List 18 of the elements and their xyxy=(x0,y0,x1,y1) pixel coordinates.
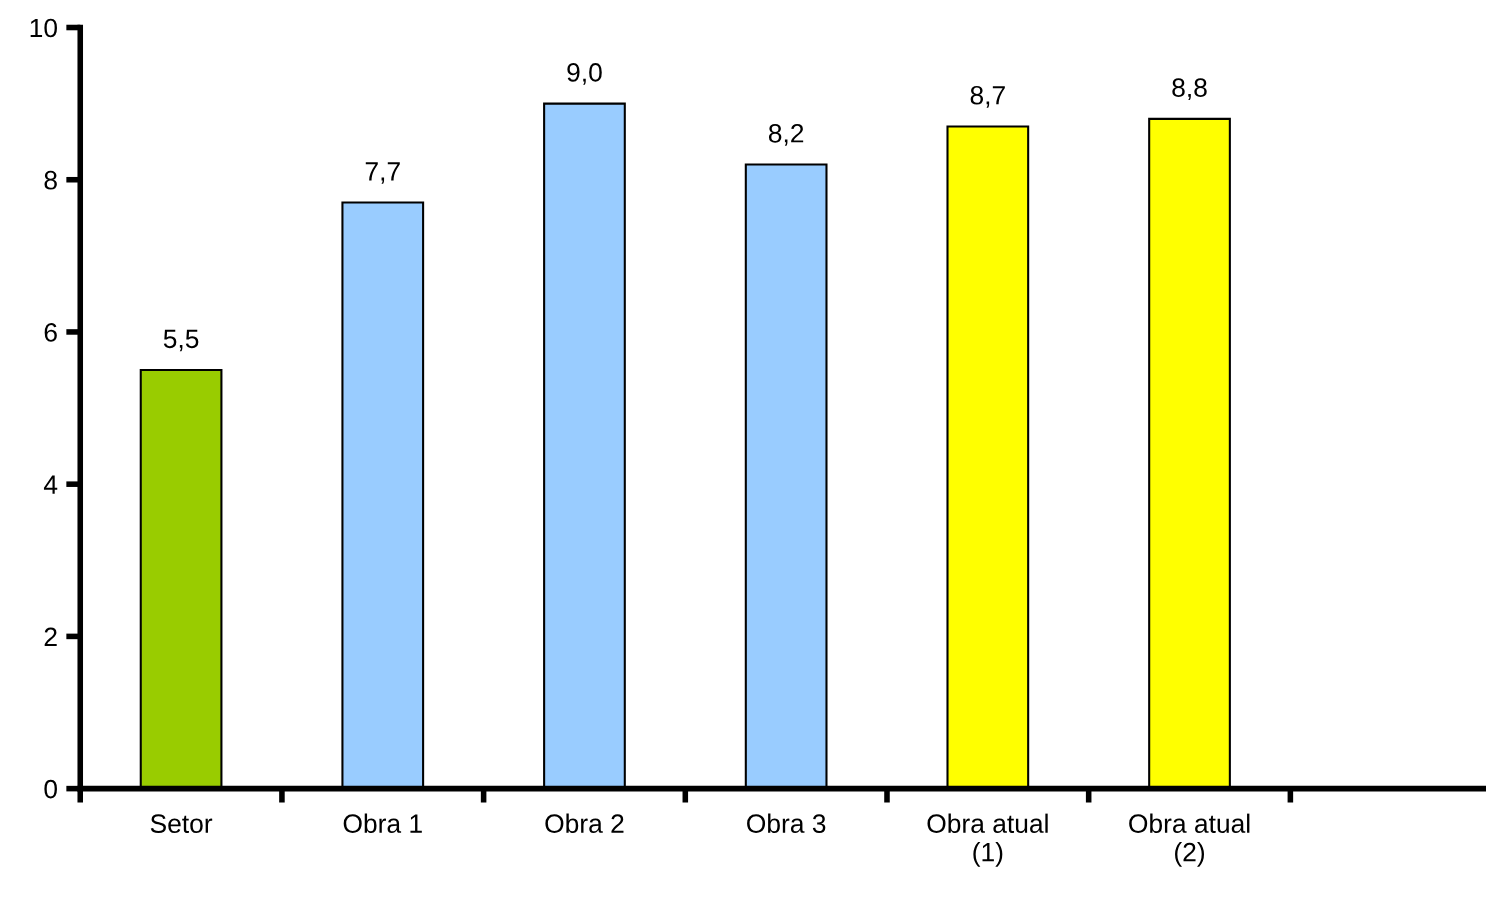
y-tick-label: 0 xyxy=(44,779,57,799)
data-label: 5,5 xyxy=(163,329,199,352)
x-tick-label: Setor xyxy=(150,814,213,833)
y-tick-label: 8 xyxy=(44,170,57,190)
data-label: 8,8 xyxy=(1172,78,1207,101)
data-label: 7,7 xyxy=(365,162,400,184)
data-label: 9,0 xyxy=(567,63,602,85)
y-tick-label: 6 xyxy=(44,323,57,342)
data-label: 8,2 xyxy=(768,123,804,146)
x-tick-label: Obra 1 xyxy=(343,813,422,833)
y-tick-label: 4 xyxy=(43,475,58,494)
x-tick-label: Obra 2 xyxy=(545,813,624,833)
x-tick-label: Obra 3 xyxy=(747,813,826,833)
y-tick-label: 10 xyxy=(30,18,57,38)
x-tick-label: Obra atual (2) xyxy=(1129,813,1250,867)
data-label: 8,7 xyxy=(970,85,1005,108)
x-tick-label: Obra atual (1) xyxy=(927,813,1048,867)
y-tick-label: 2 xyxy=(44,627,57,646)
